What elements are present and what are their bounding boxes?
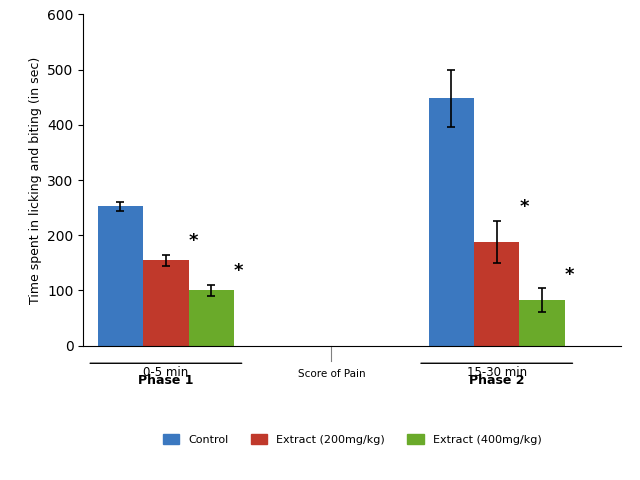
Y-axis label: Time spent in licking and biting (in sec): Time spent in licking and biting (in sec… — [29, 56, 42, 304]
Legend: Control, Extract (200mg/kg), Extract (400mg/kg): Control, Extract (200mg/kg), Extract (40… — [158, 430, 546, 449]
Text: 15-30 min: 15-30 min — [467, 366, 527, 379]
Text: Phase 1: Phase 1 — [138, 374, 194, 387]
Text: *: * — [519, 198, 529, 216]
Text: *: * — [234, 263, 243, 280]
Text: Phase 2: Phase 2 — [469, 374, 525, 387]
Bar — [474, 242, 520, 346]
Text: Score of Pain: Score of Pain — [298, 369, 365, 379]
Text: *: * — [564, 266, 574, 284]
Bar — [143, 260, 189, 346]
Bar — [189, 290, 234, 346]
Text: 0-5 min: 0-5 min — [143, 366, 189, 379]
Bar — [98, 206, 143, 346]
Bar — [520, 300, 565, 346]
Bar — [429, 98, 474, 346]
Text: *: * — [188, 232, 198, 250]
